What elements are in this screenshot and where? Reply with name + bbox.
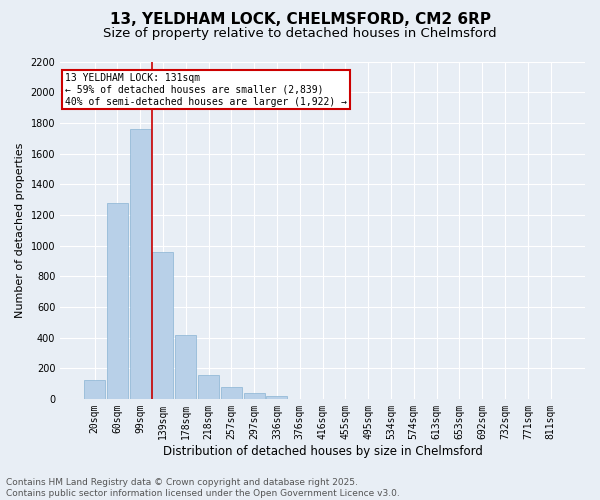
Text: 13 YELDHAM LOCK: 131sqm
← 59% of detached houses are smaller (2,839)
40% of semi: 13 YELDHAM LOCK: 131sqm ← 59% of detache…: [65, 74, 347, 106]
Bar: [107, 202, 128, 399]
Text: Size of property relative to detached houses in Chelmsford: Size of property relative to detached ho…: [103, 28, 497, 40]
Bar: [266, 396, 287, 399]
Text: 13, YELDHAM LOCK, CHELMSFORD, CM2 6RP: 13, YELDHAM LOCK, CHELMSFORD, CM2 6RP: [110, 12, 491, 28]
Bar: [84, 380, 105, 399]
Bar: [244, 393, 265, 399]
Bar: [198, 375, 219, 399]
Text: Contains HM Land Registry data © Crown copyright and database right 2025.
Contai: Contains HM Land Registry data © Crown c…: [6, 478, 400, 498]
X-axis label: Distribution of detached houses by size in Chelmsford: Distribution of detached houses by size …: [163, 444, 482, 458]
Bar: [152, 252, 173, 399]
Bar: [221, 387, 242, 399]
Bar: [130, 129, 151, 399]
Y-axis label: Number of detached properties: Number of detached properties: [15, 142, 25, 318]
Bar: [175, 335, 196, 399]
